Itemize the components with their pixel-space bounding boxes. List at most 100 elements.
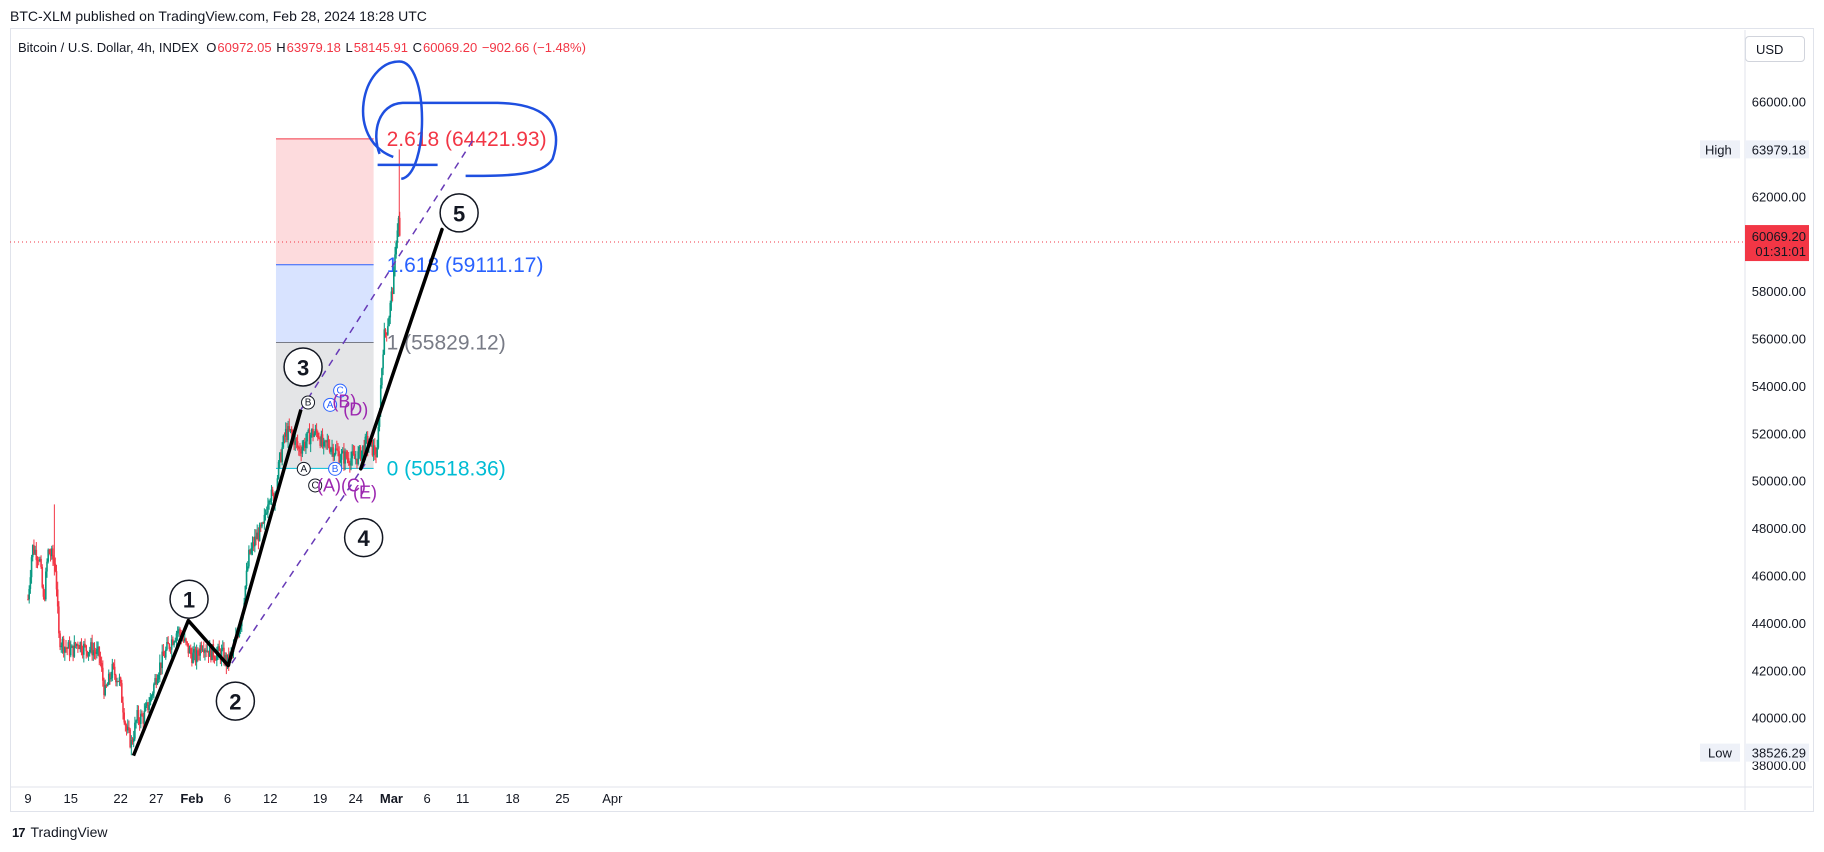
candle-body (28, 588, 30, 600)
candle-body (74, 642, 77, 646)
candle-body (201, 649, 204, 651)
candle-body (137, 710, 140, 721)
candle-body (328, 446, 331, 452)
candle-body (352, 451, 355, 454)
candle-body (221, 647, 224, 650)
price-tick-label: 58000.00 (1752, 284, 1806, 299)
candle-body (205, 650, 207, 652)
candle-body (223, 647, 225, 664)
time-tick-label: 9 (24, 791, 31, 806)
candle-body (296, 441, 299, 448)
candle-body (257, 532, 260, 542)
hand-drawn-circle-annotation (361, 60, 424, 181)
candle-body (67, 642, 70, 649)
time-tick-label: 12 (263, 791, 277, 806)
candle-body (333, 454, 336, 457)
candle-body (115, 675, 117, 683)
candle-body (182, 639, 185, 642)
candle-body (383, 329, 386, 355)
candle-body (365, 436, 368, 438)
wave-label-5: 5 (453, 201, 465, 226)
candle-body (277, 461, 280, 479)
wave-label-4: 4 (358, 526, 371, 551)
candle-body (341, 450, 344, 454)
subwave-label: B (332, 464, 339, 475)
candle-body (169, 648, 172, 650)
candle-body (220, 649, 223, 660)
candle-body (305, 441, 307, 448)
candle-body (119, 677, 122, 684)
candle-body (218, 646, 221, 651)
candle-body (385, 332, 388, 335)
candle-body (112, 663, 115, 667)
candle-body (175, 633, 178, 641)
candle-body (125, 725, 128, 731)
candle-body (59, 633, 61, 648)
candle-body (105, 685, 108, 687)
candle-body (27, 599, 29, 601)
candle-body (54, 563, 57, 572)
candle-body (155, 678, 158, 685)
candle-body (282, 435, 285, 448)
candle-body (389, 302, 392, 318)
candle-body (281, 447, 283, 462)
wave-circle-1 (169, 579, 209, 619)
candle-body (391, 291, 394, 294)
subwave-label: C (312, 480, 319, 491)
candle-body (210, 645, 212, 661)
price-tick-label: 50000.00 (1752, 474, 1806, 489)
candle-body (156, 679, 159, 685)
candle-body (302, 441, 305, 448)
candle-body (204, 650, 206, 653)
candle-body (359, 446, 362, 460)
candle-body (262, 522, 264, 524)
candle-body (278, 452, 281, 462)
candle-body (360, 450, 363, 460)
tradingview-logo-icon[interactable]: 17 (12, 824, 26, 840)
fib-zone-2618 (275, 138, 374, 265)
subwave-label: A (327, 400, 334, 411)
candle-body (181, 639, 184, 641)
candle-body (244, 585, 247, 603)
close-value: 60069.20 (422, 40, 478, 55)
wave-circle-4 (343, 517, 384, 558)
candle-body (129, 729, 131, 748)
candle-body (356, 458, 358, 464)
candle-body (75, 644, 78, 646)
price-tick-label: 46000.00 (1752, 569, 1806, 584)
price-tick-label: 56000.00 (1752, 332, 1806, 347)
wave-5-projection-line (359, 227, 444, 471)
candle-body (254, 536, 256, 547)
candle-body (78, 646, 80, 650)
candle-body (66, 647, 68, 649)
candle-body (36, 559, 39, 561)
candle-body (29, 577, 32, 589)
time-tick-label: 22 (113, 791, 127, 806)
candle-body (206, 650, 209, 652)
candle-body (148, 705, 150, 710)
candle-body (93, 650, 96, 653)
candle-body (159, 662, 161, 675)
candle-body (325, 440, 327, 443)
last-price-value: 60069.20 (1752, 229, 1806, 244)
price-tick-label: 54000.00 (1752, 379, 1806, 394)
candle-body (338, 451, 340, 463)
candle-body (283, 435, 286, 437)
candle-body (258, 524, 261, 542)
candle-body (46, 561, 48, 572)
candle-body (319, 438, 321, 446)
candle-body (256, 532, 259, 540)
candle-body (97, 646, 99, 649)
candle-body (80, 642, 83, 652)
candle-body (193, 649, 196, 653)
footer-brand[interactable]: TradingView (30, 824, 108, 840)
fib-label: 1.618 (59111.17) (387, 254, 544, 277)
candle-body (94, 652, 97, 654)
candle-body (47, 549, 49, 562)
candle-body (327, 439, 330, 447)
candle-body (33, 545, 35, 554)
price-tick-label: 66000.00 (1752, 95, 1806, 110)
candle-body (199, 645, 202, 656)
symbol-title[interactable]: Bitcoin / U.S. Dollar, 4h, INDEX (18, 40, 199, 55)
